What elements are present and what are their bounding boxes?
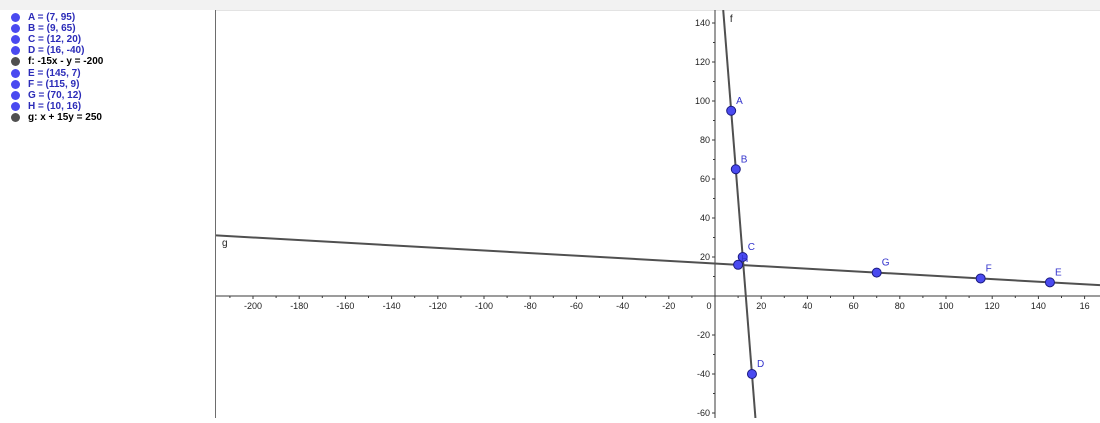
- x-tick-label: 0: [706, 301, 711, 311]
- line-f[interactable]: [722, 9, 757, 419]
- point-label-D: D: [757, 359, 764, 370]
- line-g[interactable]: [215, 234, 1100, 287]
- algebra-item-line[interactable]: f: -15x - y = -200: [0, 56, 215, 67]
- algebra-item-point[interactable]: A = (7, 95): [0, 12, 215, 23]
- x-tick-label: -160: [336, 301, 354, 311]
- x-tick-label: 60: [849, 301, 859, 311]
- point-B[interactable]: [730, 164, 741, 175]
- algebra-item-text: G = (70, 12): [28, 89, 82, 101]
- x-tick-label: -140: [383, 301, 401, 311]
- y-tick-label: -20: [697, 330, 710, 340]
- y-tick-label: 80: [700, 135, 710, 145]
- point-label-B: B: [741, 154, 748, 165]
- visibility-toggle-dot[interactable]: [11, 112, 20, 122]
- x-tick-label: 20: [756, 301, 766, 311]
- line-label-f: f: [730, 14, 733, 25]
- point-label-C: C: [748, 242, 755, 253]
- y-tick-label: 20: [700, 252, 710, 262]
- algebra-item-text: C = (12, 20): [28, 34, 82, 46]
- y-tick-label: -40: [697, 369, 710, 379]
- y-tick-label: 60: [700, 174, 710, 184]
- algebra-item-text: f: -15x - y = -200: [28, 56, 104, 68]
- x-tick-label: -40: [616, 301, 629, 311]
- x-tick-label: -200: [244, 301, 262, 311]
- point-label-F: F: [986, 263, 992, 274]
- algebra-item-point[interactable]: E = (145, 7): [0, 67, 215, 79]
- visibility-toggle-dot[interactable]: [11, 35, 20, 45]
- algebra-item-text: A = (7, 95): [28, 12, 76, 24]
- top-toolbar-strip: [0, 0, 1100, 11]
- x-tick-label: 16: [1080, 301, 1090, 311]
- x-tick-label: -120: [429, 301, 447, 311]
- point-label-E: E: [1055, 267, 1062, 278]
- algebra-item-text: B = (9, 65): [28, 23, 76, 35]
- x-tick-label: -180: [290, 301, 308, 311]
- y-tick-label: 40: [700, 213, 710, 223]
- algebra-item-text: g: x + 15y = 250: [28, 111, 102, 123]
- visibility-toggle-dot[interactable]: [11, 13, 20, 23]
- algebra-item-text: D = (16, -40): [28, 45, 85, 57]
- x-tick-label: -60: [570, 301, 583, 311]
- x-tick-label: 100: [938, 301, 953, 311]
- x-tick-label: 40: [802, 301, 812, 311]
- algebra-item-text: F = (115, 9): [28, 78, 80, 90]
- visibility-toggle-dot[interactable]: [11, 101, 20, 111]
- x-tick-label: 140: [1031, 301, 1046, 311]
- x-tick-label: 120: [985, 301, 1000, 311]
- algebra-item-text: H = (10, 16): [28, 100, 82, 112]
- visibility-toggle-dot[interactable]: [11, 79, 20, 89]
- algebra-item-point[interactable]: C = (12, 20): [0, 34, 215, 45]
- algebra-object-list: A = (7, 95) B = (9, 65) C = (12, 20) D = (1…: [0, 10, 215, 123]
- algebra-item-point[interactable]: D = (16, -40): [0, 45, 215, 56]
- visibility-toggle-dot[interactable]: [11, 24, 20, 34]
- algebra-item-point[interactable]: B = (9, 65): [0, 23, 215, 34]
- algebra-item-point[interactable]: H = (10, 16): [0, 101, 215, 112]
- point-label-H: H: [741, 254, 748, 265]
- algebra-item-point[interactable]: F = (115, 9): [0, 79, 215, 90]
- graphics-view[interactable]: -200 -180 -160 -140 -120 -100 -80 -60 -40 -20 0 20 4…: [215, 9, 1100, 419]
- y-tick-label: 140: [695, 18, 710, 28]
- point-F[interactable]: [975, 273, 986, 284]
- point-A[interactable]: [726, 105, 737, 116]
- line-label-g: g: [222, 238, 228, 249]
- visibility-toggle-dot[interactable]: [11, 57, 20, 67]
- coordinate-plane[interactable]: -200 -180 -160 -140 -120 -100 -80 -60 -40 -20 0 20 4…: [215, 9, 1100, 419]
- x-tick-label: -80: [524, 301, 537, 311]
- point-D[interactable]: [746, 369, 757, 379]
- y-tick-label: -60: [697, 408, 710, 418]
- algebra-view: A = (7, 95) B = (9, 65) C = (12, 20) D = (1…: [0, 10, 216, 418]
- visibility-toggle-dot[interactable]: [11, 90, 20, 100]
- x-tick-label: 80: [895, 301, 905, 311]
- point-H[interactable]: [733, 259, 744, 270]
- x-tick-label: -100: [475, 301, 493, 311]
- algebra-item-text: E = (145, 7): [28, 67, 81, 79]
- point-E[interactable]: [1044, 277, 1055, 288]
- visibility-toggle-dot[interactable]: [11, 46, 20, 56]
- x-tick-label: -20: [662, 301, 675, 311]
- point-C[interactable]: [737, 252, 748, 262]
- visibility-toggle-dot[interactable]: [11, 68, 20, 78]
- algebra-item-line[interactable]: g: x + 15y = 250: [0, 112, 215, 123]
- point-G[interactable]: [871, 267, 882, 278]
- y-tick-label: 100: [695, 96, 710, 106]
- point-label-G: G: [882, 258, 890, 269]
- y-tick-label: 120: [695, 57, 710, 67]
- point-label-A: A: [736, 96, 743, 107]
- algebra-item-point[interactable]: G = (70, 12): [0, 90, 215, 101]
